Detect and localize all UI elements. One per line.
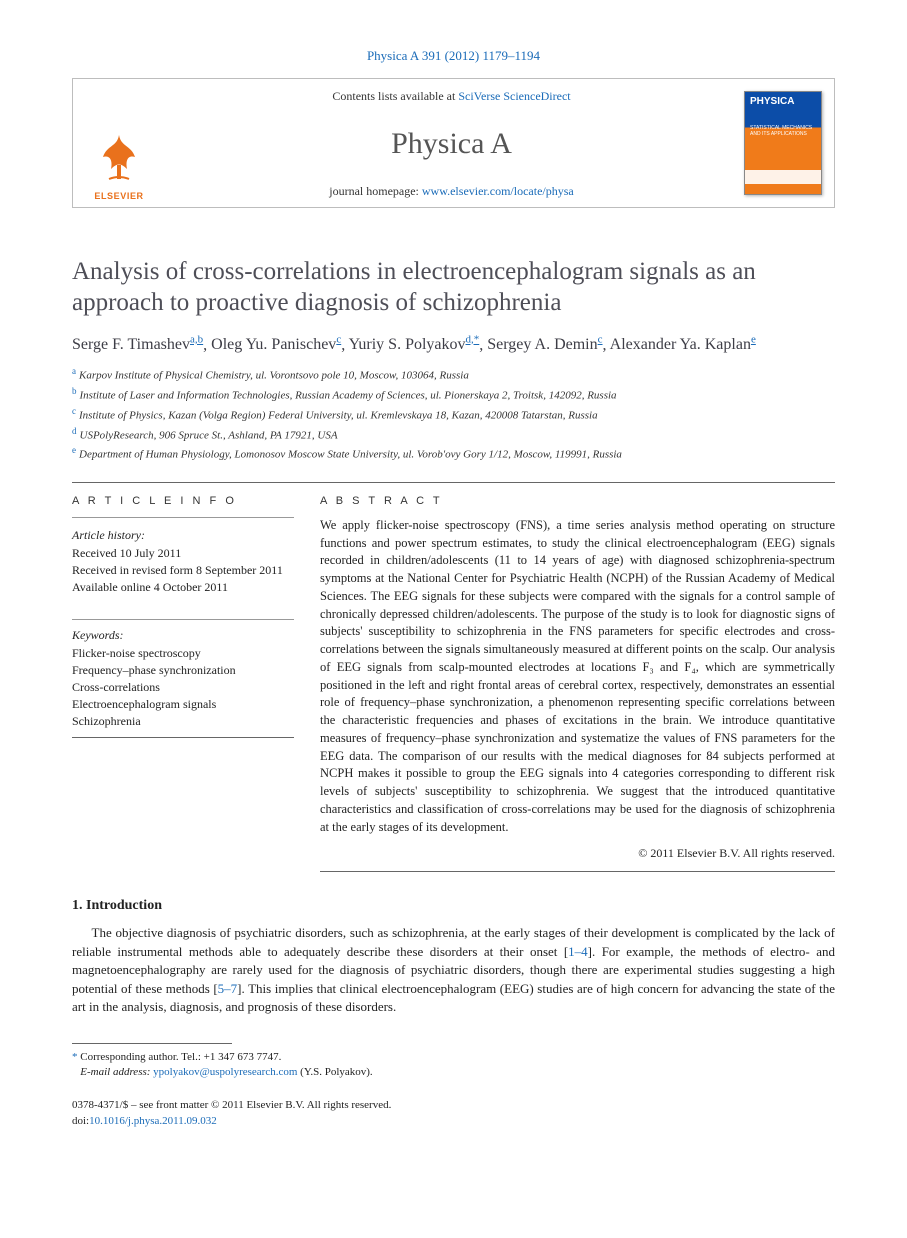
affiliation: bInstitute of Laser and Information Tech… xyxy=(72,385,835,405)
author-aff-link[interactable]: a,b xyxy=(190,334,203,346)
author-aff-link[interactable]: c xyxy=(598,334,603,346)
doi-line: doi:10.1016/j.physa.2011.09.032 xyxy=(72,1114,835,1129)
author: Sergey A. Deminc xyxy=(487,336,602,353)
corr-label: Corresponding author. Tel.: +1 347 673 7… xyxy=(80,1051,281,1063)
cover-band xyxy=(745,170,821,184)
aff-text: Institute of Physics, Kazan (Volga Regio… xyxy=(79,409,598,421)
history-list: Received 10 July 2011 Received in revise… xyxy=(72,545,294,595)
footnote-divider xyxy=(72,1043,232,1044)
affiliation: cInstitute of Physics, Kazan (Volga Regi… xyxy=(72,405,835,425)
aff-key: b xyxy=(72,386,77,396)
article-info-col: A R T I C L E I N F O Article history: R… xyxy=(72,482,294,873)
article-title: Analysis of cross-correlations in electr… xyxy=(72,256,835,319)
aff-key: d xyxy=(72,426,77,436)
copyright-line: © 2011 Elsevier B.V. All rights reserved… xyxy=(320,846,835,861)
article-info-head: A R T I C L E I N F O xyxy=(72,495,294,507)
homepage-link[interactable]: www.elsevier.com/locate/physa xyxy=(422,184,574,198)
ref-link[interactable]: 5–7 xyxy=(218,981,238,996)
aff-key: e xyxy=(72,445,76,455)
history-item: Received 10 July 2011 xyxy=(72,545,294,562)
aff-text: USPolyResearch, 906 Spruce St., Ashland,… xyxy=(80,429,338,441)
publisher-logo-block: ELSEVIER xyxy=(73,79,165,207)
divider xyxy=(72,517,294,518)
affiliation: dUSPolyResearch, 906 Spruce St., Ashland… xyxy=(72,425,835,445)
keyword: Flicker-noise spectroscopy xyxy=(72,645,294,662)
author: Alexander Ya. Kaplane xyxy=(610,336,756,353)
author-name: Sergey A. Demin xyxy=(487,336,597,353)
keyword: Cross-correlations xyxy=(72,679,294,696)
history-head: Article history: xyxy=(72,528,294,543)
abstract-wrap: A B S T R A C T We apply flicker-noise s… xyxy=(320,495,835,873)
abstract-head: A B S T R A C T xyxy=(320,495,835,507)
section-heading: 1. Introduction xyxy=(72,898,835,914)
author-name: Alexander Ya. Kaplan xyxy=(610,336,751,353)
keyword: Schizophrenia xyxy=(72,713,294,730)
publisher-name: ELSEVIER xyxy=(94,191,143,201)
cover-subtitle: STATISTICAL MECHANICS AND ITS APPLICATIO… xyxy=(750,125,816,137)
breadcrumb: Physica A 391 (2012) 1179–1194 xyxy=(72,48,835,64)
keywords-list: Flicker-noise spectroscopy Frequency–pha… xyxy=(72,645,294,729)
keywords-head: Keywords: xyxy=(72,628,294,643)
cover-title: PHYSICA xyxy=(750,96,794,107)
email-link[interactable]: ypolyakov@uspolyresearch.com xyxy=(153,1066,297,1078)
issn-line: 0378-4371/$ – see front matter © 2011 El… xyxy=(72,1098,835,1113)
elsevier-tree-icon xyxy=(89,127,149,187)
email-label: E-mail address: xyxy=(80,1066,150,1078)
abstract-col: A B S T R A C T We apply flicker-noise s… xyxy=(320,482,835,873)
affiliation: aKarpov Institute of Physical Chemistry,… xyxy=(72,365,835,385)
author-aff-link[interactable]: c xyxy=(336,334,341,346)
corresponding-author: * Corresponding author. Tel.: +1 347 673… xyxy=(72,1050,835,1081)
history-block: Article history: Received 10 July 2011 R… xyxy=(72,528,294,620)
history-item: Available online 4 October 2011 xyxy=(72,579,294,596)
doi-link[interactable]: 10.1016/j.physa.2011.09.032 xyxy=(89,1115,217,1127)
cover-thumb-block: PHYSICA STATISTICAL MECHANICS AND ITS AP… xyxy=(738,79,834,207)
author: Yuriy S. Polyakovd,* xyxy=(349,336,480,353)
author: Serge F. Timasheva,b xyxy=(72,336,203,353)
author: Oleg Yu. Panischevc xyxy=(211,336,341,353)
author-name: Oleg Yu. Panischev xyxy=(211,336,336,353)
masthead-center: Contents lists available at SciVerse Sci… xyxy=(165,79,738,207)
info-abstract-row: A R T I C L E I N F O Article history: R… xyxy=(72,482,835,873)
journal-cover-icon: PHYSICA STATISTICAL MECHANICS AND ITS AP… xyxy=(744,91,822,195)
homepage-line: journal homepage: www.elsevier.com/locat… xyxy=(171,184,732,199)
keywords-block: Keywords: Flicker-noise spectroscopy Fre… xyxy=(72,620,294,738)
author-name: Yuriy S. Polyakov xyxy=(349,336,466,353)
doi-label: doi: xyxy=(72,1115,89,1127)
author-aff-link[interactable]: e xyxy=(751,334,756,346)
affiliation: eDepartment of Human Physiology, Lomonos… xyxy=(72,444,835,464)
aff-text: Institute of Laser and Information Techn… xyxy=(80,390,617,402)
ref-link[interactable]: 1–4 xyxy=(568,944,588,959)
page: Physica A 391 (2012) 1179–1194 ELSEVIER … xyxy=(0,0,907,1169)
breadcrumb-link[interactable]: Physica A 391 (2012) 1179–1194 xyxy=(367,48,540,63)
aff-key: c xyxy=(72,406,76,416)
intro-paragraph: The objective diagnosis of psychiatric d… xyxy=(72,924,835,1016)
email-who: (Y.S. Polyakov). xyxy=(300,1066,373,1078)
sciencedirect-link[interactable]: SciVerse ScienceDirect xyxy=(458,89,570,103)
homepage-prefix: journal homepage: xyxy=(329,184,422,198)
keyword: Frequency–phase synchronization xyxy=(72,662,294,679)
author-list: Serge F. Timasheva,b, Oleg Yu. Panischev… xyxy=(72,333,835,356)
abstract-text: We apply flicker-noise spectroscopy (FNS… xyxy=(320,517,835,837)
contents-line: Contents lists available at SciVerse Sci… xyxy=(171,89,732,104)
aff-key: a xyxy=(72,366,76,376)
keyword: Electroencephalogram signals xyxy=(72,696,294,713)
star-icon: * xyxy=(72,1051,78,1063)
aff-text: Karpov Institute of Physical Chemistry, … xyxy=(79,370,469,382)
masthead: ELSEVIER Contents lists available at Sci… xyxy=(72,78,835,208)
contents-prefix: Contents lists available at xyxy=(332,89,458,103)
journal-name: Physica A xyxy=(171,127,732,161)
history-item: Received in revised form 8 September 201… xyxy=(72,562,294,579)
affiliation-list: aKarpov Institute of Physical Chemistry,… xyxy=(72,365,835,464)
author-name: Serge F. Timashev xyxy=(72,336,190,353)
author-aff-link[interactable]: d,* xyxy=(466,334,480,346)
aff-text: Department of Human Physiology, Lomonoso… xyxy=(79,449,622,461)
publication-info: 0378-4371/$ – see front matter © 2011 El… xyxy=(72,1098,835,1129)
